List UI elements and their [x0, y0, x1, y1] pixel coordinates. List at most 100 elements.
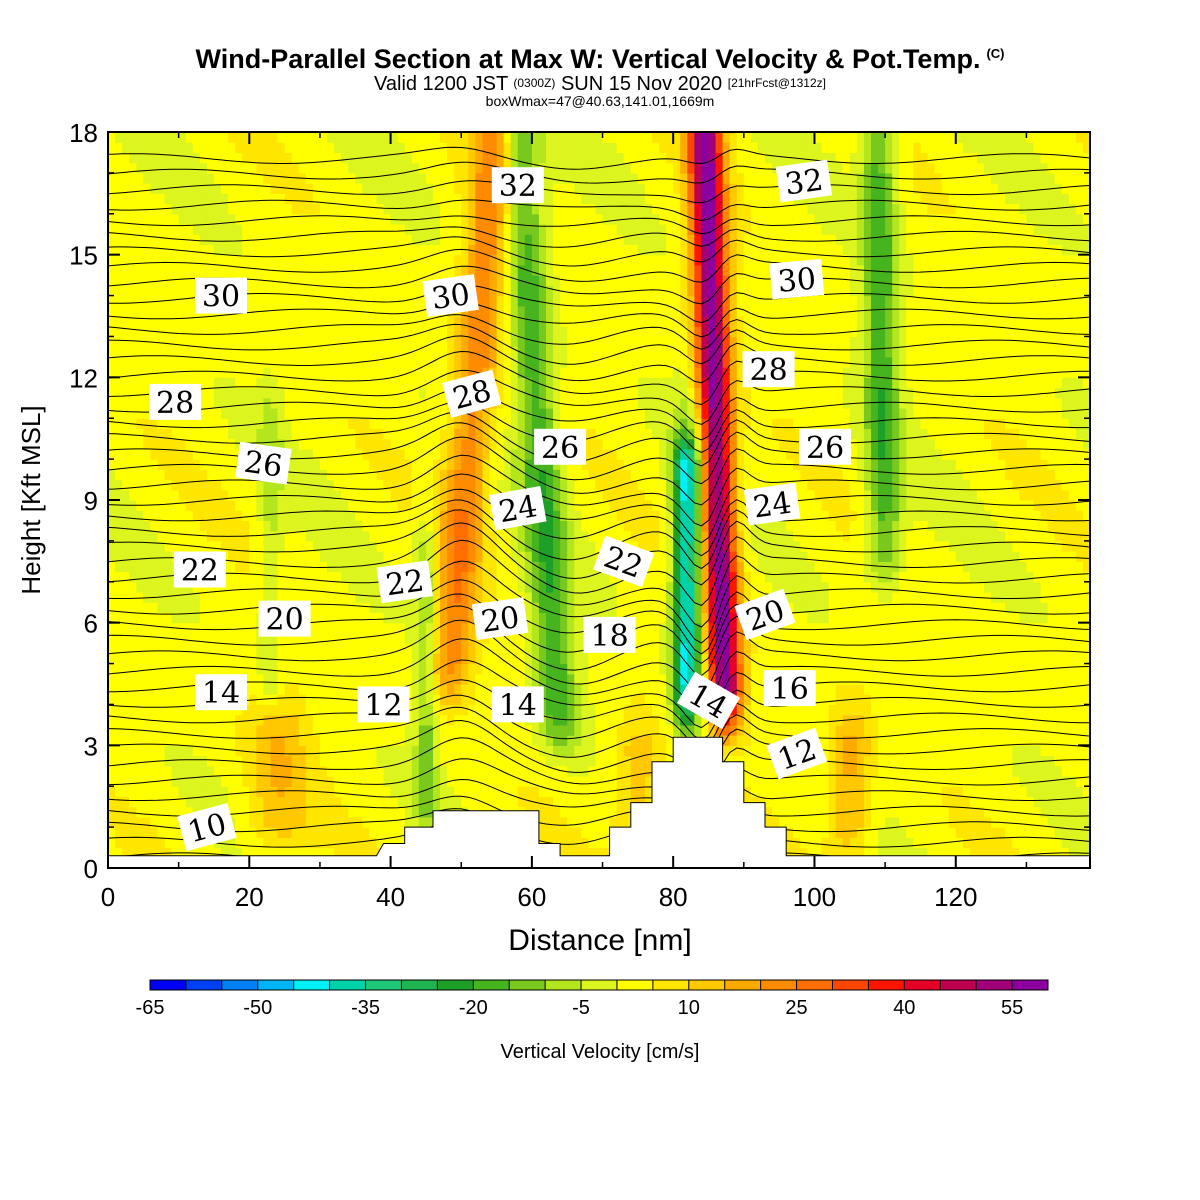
- velocity-cell: [129, 602, 137, 614]
- velocity-cell: [355, 561, 363, 573]
- velocity-cell: [143, 172, 151, 184]
- velocity-cell: [546, 786, 554, 798]
- velocity-cell: [122, 653, 130, 665]
- velocity-cell: [327, 510, 335, 522]
- velocity-cell: [334, 673, 342, 685]
- velocity-cell: [213, 418, 222, 430]
- velocity-cell: [270, 735, 279, 746]
- velocity-cell: [129, 684, 137, 695]
- velocity-cell: [432, 704, 441, 716]
- velocity-cell: [567, 500, 575, 511]
- velocity-cell: [468, 571, 476, 583]
- velocity-cell: [341, 234, 349, 246]
- velocity-cell: [390, 776, 399, 787]
- velocity-cell: [517, 438, 526, 450]
- velocity-cell: [185, 213, 194, 225]
- velocity-cell: [228, 469, 236, 481]
- velocity-cell: [150, 418, 159, 430]
- velocity-cell: [122, 724, 130, 736]
- velocity-cell: [496, 285, 505, 297]
- velocity-cell: [538, 275, 547, 286]
- velocity-cell: [348, 397, 356, 409]
- velocity-cell: [143, 837, 151, 849]
- velocity-cell: [383, 356, 392, 368]
- velocity-cell: [263, 234, 272, 246]
- velocity-cell: [461, 796, 469, 808]
- velocity-cell: [298, 316, 307, 327]
- velocity-cell: [517, 571, 526, 583]
- velocity-cell: [362, 755, 370, 767]
- velocity-cell: [136, 438, 144, 450]
- velocity-cell: [560, 837, 568, 849]
- velocity-cell: [348, 714, 356, 726]
- velocity-cell: [327, 612, 335, 624]
- velocity-cell: [418, 643, 427, 654]
- velocity-cell: [404, 489, 413, 501]
- velocity-cell: [235, 224, 243, 235]
- velocity-cell: [206, 653, 215, 665]
- velocity-cell: [567, 540, 575, 552]
- velocity-cell: [496, 367, 505, 378]
- velocity-cell: [517, 142, 526, 154]
- velocity-cell: [588, 438, 597, 450]
- velocity-cell: [199, 326, 208, 338]
- velocity-cell: [122, 152, 130, 164]
- velocity-cell: [298, 581, 307, 593]
- velocity-cell: [136, 581, 144, 593]
- velocity-cell: [574, 592, 582, 603]
- velocity-cell: [482, 254, 491, 266]
- velocity-cell: [157, 827, 166, 838]
- velocity-cell: [468, 418, 476, 430]
- velocity-cell: [334, 264, 342, 276]
- velocity-cell: [418, 203, 427, 215]
- velocity-cell: [129, 172, 137, 184]
- velocity-cell: [136, 704, 144, 716]
- velocity-cell: [432, 489, 441, 501]
- velocity-cell: [411, 183, 420, 194]
- velocity-cell: [560, 285, 568, 297]
- velocity-cell: [383, 745, 392, 757]
- velocity-cell: [277, 520, 286, 532]
- velocity-cell: [510, 448, 519, 460]
- velocity-cell: [348, 183, 356, 194]
- velocity-cell: [277, 397, 286, 409]
- velocity-cell: [454, 336, 462, 348]
- velocity-cell: [425, 152, 434, 164]
- velocity-cell: [355, 408, 363, 419]
- velocity-cell: [538, 765, 547, 777]
- velocity-cell: [468, 561, 476, 573]
- velocity-cell: [192, 612, 201, 624]
- velocity-cell: [221, 408, 229, 419]
- velocity-cell: [284, 500, 293, 511]
- velocity-cell: [531, 316, 540, 327]
- velocity-cell: [108, 408, 116, 419]
- velocity-cell: [503, 796, 512, 808]
- velocity-cell: [468, 203, 476, 215]
- velocity-cell: [411, 326, 420, 338]
- velocity-cell: [546, 643, 554, 654]
- velocity-cell: [461, 367, 469, 378]
- velocity-cell: [397, 142, 406, 154]
- velocity-cell: [567, 602, 575, 614]
- velocity-cell: [319, 735, 328, 746]
- velocity-cell: [454, 162, 462, 174]
- velocity-cell: [475, 469, 484, 481]
- velocity-cell: [312, 765, 321, 777]
- velocity-cell: [108, 500, 116, 511]
- velocity-cell: [425, 673, 434, 685]
- velocity-cell: [362, 520, 370, 532]
- velocity-cell: [298, 632, 307, 644]
- velocity-cell: [249, 162, 257, 174]
- velocity-cell: [418, 408, 427, 419]
- velocity-cell: [581, 162, 589, 174]
- velocity-cell: [432, 326, 441, 338]
- velocity-cell: [171, 489, 180, 501]
- velocity-cell: [192, 132, 201, 143]
- velocity-cell: [270, 224, 279, 235]
- velocity-cell: [305, 694, 314, 706]
- velocity-cell: [376, 643, 385, 654]
- velocity-cell: [115, 704, 123, 716]
- velocity-cell: [390, 142, 399, 154]
- velocity-cell: [362, 203, 370, 215]
- velocity-cell: [341, 377, 349, 389]
